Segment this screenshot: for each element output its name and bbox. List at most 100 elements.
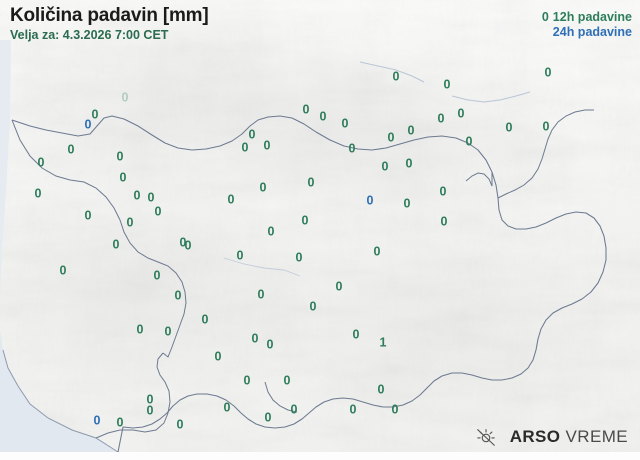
station-marker[interactable]: 0 xyxy=(243,373,251,388)
legend: 0 12h padavine 24h padavine xyxy=(542,10,632,40)
border-detail-kolpa xyxy=(264,381,298,413)
station-marker[interactable]: 0 xyxy=(146,392,154,407)
station-marker[interactable]: 0 xyxy=(201,312,209,327)
brand-name-arso: ARSO xyxy=(509,427,561,446)
legend-label-24h: 24h padavine xyxy=(552,25,632,39)
station-marker[interactable]: 0 xyxy=(366,193,374,208)
station-marker[interactable]: 0 xyxy=(263,138,271,153)
legend-item-24h: 24h padavine xyxy=(542,25,632,40)
border-detail-sw xyxy=(95,352,171,439)
station-marker[interactable]: 0 xyxy=(67,142,75,157)
header: Količina padavin [mm] Velja za: 4.3.2026… xyxy=(10,5,209,43)
station-marker[interactable]: 0 xyxy=(307,175,315,190)
station-marker[interactable]: 0 xyxy=(405,156,413,171)
station-marker[interactable]: 0 xyxy=(381,159,389,174)
border-detail-ne xyxy=(497,109,594,199)
station-marker[interactable]: 0 xyxy=(34,186,42,201)
station-marker[interactable]: 0 xyxy=(437,111,445,126)
station-marker[interactable]: 0 xyxy=(301,213,309,228)
station-marker[interactable]: 0 xyxy=(309,299,317,314)
station-marker[interactable]: 0 xyxy=(542,119,550,134)
page-title: Količina padavin [mm] xyxy=(10,5,209,26)
station-marker[interactable]: 0 xyxy=(227,192,235,207)
station-marker[interactable]: 0 xyxy=(259,180,267,195)
station-marker[interactable]: 0 xyxy=(121,90,129,105)
station-marker[interactable]: 0 xyxy=(241,140,249,155)
station-marker[interactable]: 0 xyxy=(319,109,327,124)
brand-text: ARSO VREME xyxy=(510,427,628,447)
station-marker[interactable]: 0 xyxy=(91,107,99,122)
station-marker[interactable]: 0 xyxy=(214,349,222,364)
station-marker[interactable]: 1 xyxy=(379,335,387,350)
sun-rays-icon xyxy=(476,429,495,446)
river-sava xyxy=(223,257,301,277)
station-marker[interactable]: 0 xyxy=(505,120,513,135)
station-marker[interactable]: 0 xyxy=(302,102,310,117)
station-marker[interactable]: 0 xyxy=(391,402,399,417)
station-marker[interactable]: 0 xyxy=(465,134,473,149)
station-marker[interactable]: 0 xyxy=(377,382,385,397)
station-marker[interactable]: 0 xyxy=(126,215,134,230)
station-marker[interactable]: 0 xyxy=(341,116,349,131)
station-marker[interactable]: 0 xyxy=(335,279,343,294)
station-marker[interactable]: 0 xyxy=(116,149,124,164)
station-marker[interactable]: 0 xyxy=(84,117,92,132)
station-marker[interactable]: 0 xyxy=(407,123,415,138)
coastline xyxy=(2,349,119,453)
station-marker[interactable]: 0 xyxy=(116,415,124,430)
station-marker[interactable]: 0 xyxy=(544,65,552,80)
station-marker[interactable]: 0 xyxy=(403,196,411,211)
station-marker[interactable]: 0 xyxy=(153,268,161,283)
station-marker[interactable]: 0 xyxy=(373,244,381,259)
brand-logo: ARSO VREME xyxy=(475,426,628,448)
station-marker[interactable]: 0 xyxy=(147,190,155,205)
station-marker[interactable]: 0 xyxy=(93,413,101,428)
river-mura xyxy=(451,91,531,103)
station-marker[interactable]: 0 xyxy=(251,331,259,346)
station-marker[interactable]: 0 xyxy=(146,403,154,418)
station-marker[interactable]: 0 xyxy=(154,204,162,219)
legend-label-12h: 12h padavine xyxy=(552,10,632,24)
station-marker[interactable]: 0 xyxy=(457,106,465,121)
station-marker[interactable]: 0 xyxy=(283,373,291,388)
station-marker[interactable]: 0 xyxy=(37,155,45,170)
sea-adriatic xyxy=(0,330,118,452)
station-marker[interactable]: 0 xyxy=(290,402,298,417)
station-marker[interactable]: 0 xyxy=(164,324,172,339)
station-marker[interactable]: 0 xyxy=(352,327,360,342)
station-marker[interactable]: 0 xyxy=(59,263,67,278)
sea-left-margin xyxy=(0,40,11,300)
station-marker[interactable]: 0 xyxy=(174,288,182,303)
brand-name-vreme: VREME xyxy=(560,427,628,446)
station-marker[interactable]: 0 xyxy=(348,141,356,156)
river-drava xyxy=(359,61,425,83)
station-marker[interactable]: 0 xyxy=(266,337,274,352)
station-marker[interactable]: 0 xyxy=(440,214,448,229)
station-marker[interactable]: 0 xyxy=(439,184,447,199)
station-marker[interactable]: 0 xyxy=(248,127,256,142)
station-marker[interactable]: 0 xyxy=(136,322,144,337)
station-marker[interactable]: 0 xyxy=(133,188,141,203)
station-marker[interactable]: 0 xyxy=(443,77,451,92)
station-marker[interactable]: 0 xyxy=(84,208,92,223)
station-marker[interactable]: 0 xyxy=(119,170,127,185)
station-marker[interactable]: 0 xyxy=(392,69,400,84)
station-marker[interactable]: 0 xyxy=(267,224,275,239)
station-marker[interactable]: 0 xyxy=(349,402,357,417)
station-marker[interactable]: 0 xyxy=(112,237,120,252)
station-marker[interactable]: 0 xyxy=(223,400,231,415)
station-marker[interactable]: 0 xyxy=(184,238,192,253)
station-marker[interactable]: 0 xyxy=(176,417,184,432)
national-border xyxy=(11,115,607,453)
station-marker[interactable]: 0 xyxy=(295,250,303,265)
station-marker[interactable]: 0 xyxy=(264,410,272,425)
station-marker[interactable]: 0 xyxy=(179,235,187,250)
station-marker[interactable]: 0 xyxy=(257,287,265,302)
station-marker[interactable]: 0 xyxy=(387,130,395,145)
bottom-strip xyxy=(0,452,640,460)
station-marker[interactable]: 0 xyxy=(236,248,244,263)
